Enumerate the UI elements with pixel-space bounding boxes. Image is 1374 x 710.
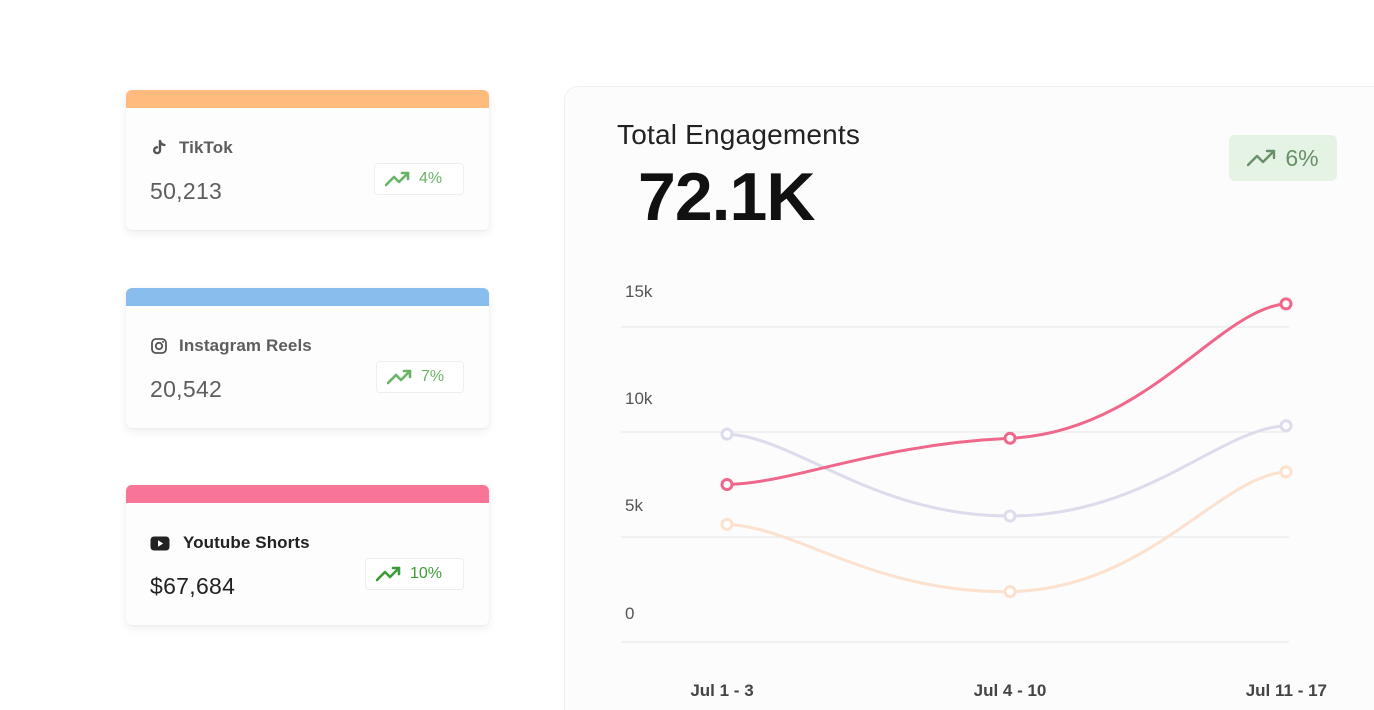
x-tick-label: Jul 1 - 3 — [690, 681, 753, 700]
series-point[interactable] — [1003, 585, 1017, 599]
series-point[interactable] — [1003, 509, 1017, 523]
panel-title: Total Engagements — [617, 119, 861, 150]
series-point[interactable] — [720, 478, 734, 491]
series-point[interactable] — [1003, 431, 1017, 445]
card-value: 20,542 — [150, 376, 223, 402]
change-value: 7% — [421, 368, 445, 385]
change-badge: 7% — [376, 361, 464, 393]
series-line — [725, 470, 1288, 594]
trending-up-icon — [376, 566, 401, 582]
youtube-shorts-card[interactable]: Youtube Shorts $67,684 10% — [126, 485, 489, 625]
series-point[interactable] — [1279, 419, 1293, 433]
card-header: Instagram Reels — [150, 335, 312, 357]
tiktok-icon — [150, 139, 168, 157]
card-value: 50,213 — [150, 178, 223, 204]
change-badge: 4% — [374, 163, 464, 195]
engagement-panel — [564, 86, 1374, 710]
change-value: 10% — [410, 565, 443, 582]
total-change-badge: 6% — [1229, 135, 1337, 181]
card-accent-bar — [126, 288, 489, 306]
change-value: 4% — [419, 170, 443, 187]
total-engagements-value: 72.1K — [638, 159, 815, 235]
series-point[interactable] — [1279, 297, 1293, 311]
y-tick-label: 0 — [625, 604, 634, 623]
x-tick-label: Jul 4 - 10 — [974, 681, 1047, 700]
trending-up-icon — [387, 369, 412, 385]
instagram-icon — [150, 337, 168, 355]
card-title: TikTok — [179, 138, 233, 157]
card-header: TikTok — [150, 137, 233, 159]
series-point[interactable] — [720, 427, 734, 441]
total-change-value: 6% — [1285, 144, 1319, 171]
card-title: Instagram Reels — [179, 336, 312, 355]
y-tick-label: 5k — [625, 496, 643, 515]
card-value: $67,684 — [150, 573, 236, 599]
y-tick-label: 15k — [625, 282, 653, 301]
trending-up-icon — [1247, 149, 1276, 167]
youtube-icon — [150, 534, 170, 552]
series-point[interactable] — [720, 517, 734, 531]
x-tick-label: Jul 11 - 17 — [1246, 681, 1327, 700]
card-title: Youtube Shorts — [183, 533, 310, 552]
card-header: Youtube Shorts — [150, 532, 310, 554]
card-accent-bar — [126, 485, 489, 503]
card-accent-bar — [126, 90, 489, 108]
series-point[interactable] — [1279, 465, 1293, 479]
tiktok-card[interactable]: TikTok 50,213 4% — [126, 90, 489, 230]
change-badge: 10% — [365, 558, 464, 590]
y-tick-label: 10k — [625, 389, 653, 408]
trending-up-icon — [385, 171, 410, 187]
instagram-reels-card[interactable]: Instagram Reels 20,542 7% — [126, 288, 489, 428]
